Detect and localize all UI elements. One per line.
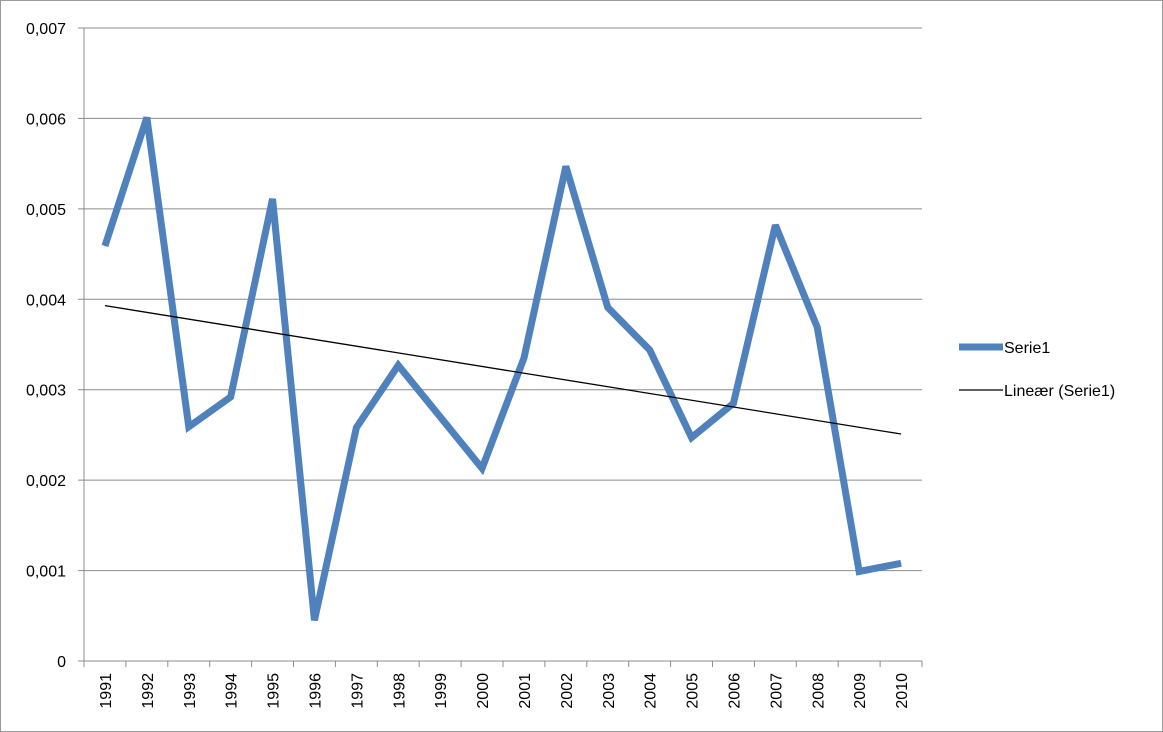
x-tick-label: 2007 — [768, 673, 785, 709]
x-tick-label: 2005 — [685, 673, 702, 709]
x-tick-label: 2002 — [559, 673, 576, 709]
data-point — [188, 426, 190, 428]
x-tick-label: 2008 — [810, 673, 827, 709]
trendline-linear — [104, 304, 902, 435]
x-tick-label: 1992 — [140, 673, 157, 709]
data-point — [607, 306, 609, 308]
x-tick-label: 2009 — [852, 673, 869, 709]
data-point — [649, 349, 651, 351]
axes — [78, 27, 923, 667]
x-tick-label: 1995 — [266, 673, 283, 709]
data-point — [439, 416, 441, 418]
legend-label-serie1: Serie1 — [1004, 340, 1050, 357]
data-point — [565, 165, 567, 167]
x-tick-label: 1999 — [433, 673, 450, 709]
data-point — [272, 198, 274, 200]
y-tick-label: 0,001 — [26, 564, 66, 581]
data-point — [900, 562, 902, 564]
y-tick-labels: 0 0,001 0,002 0,003 0,004 0,005 0,006 0,007 — [26, 21, 66, 671]
data-point — [104, 245, 106, 247]
x-tick-label: 2004 — [643, 673, 660, 709]
data-point — [397, 364, 399, 366]
x-tick-label: 1994 — [224, 673, 241, 709]
x-tick-label: 2001 — [517, 673, 534, 709]
x-tick-label: 1991 — [98, 673, 115, 709]
data-point — [523, 357, 525, 359]
y-tick-label: 0,007 — [26, 21, 66, 38]
data-point — [858, 570, 860, 572]
legend-label-trendline: Lineær (Serie1) — [1004, 383, 1115, 400]
data-point — [355, 427, 357, 429]
series-line-serie1 — [101, 116, 902, 622]
x-tick-label: 2006 — [726, 673, 743, 709]
data-point — [732, 402, 734, 404]
series-lines — [101, 116, 902, 622]
y-tick-label: 0,002 — [26, 473, 66, 490]
x-tick-labels: 1991 1992 1993 1994 1995 1996 1997 1998 1999 2000… — [98, 673, 911, 709]
x-tick-label: 2000 — [475, 673, 492, 709]
y-tick-label: 0,006 — [26, 111, 66, 128]
data-point — [774, 224, 776, 226]
x-tick-label: 2010 — [894, 673, 911, 709]
data-point — [691, 437, 693, 439]
data-point — [230, 396, 232, 398]
x-tick-label: 2003 — [601, 673, 618, 709]
y-tick-label: 0,003 — [26, 383, 66, 400]
data-point — [481, 467, 483, 469]
data-point — [146, 117, 148, 119]
x-tick-label: 1998 — [391, 673, 408, 709]
x-tick-label: 1996 — [307, 673, 324, 709]
gridlines — [84, 27, 922, 572]
y-tick-label: 0,005 — [26, 202, 66, 219]
legend: Serie1 Lineær (Serie1) — [959, 340, 1115, 400]
x-tick-label: 1997 — [349, 673, 366, 709]
y-tick-label: 0,004 — [26, 292, 66, 309]
y-tick-label: 0 — [57, 654, 66, 671]
x-tick-label: 1993 — [182, 673, 199, 709]
data-point — [816, 326, 818, 328]
data-point — [313, 619, 315, 621]
